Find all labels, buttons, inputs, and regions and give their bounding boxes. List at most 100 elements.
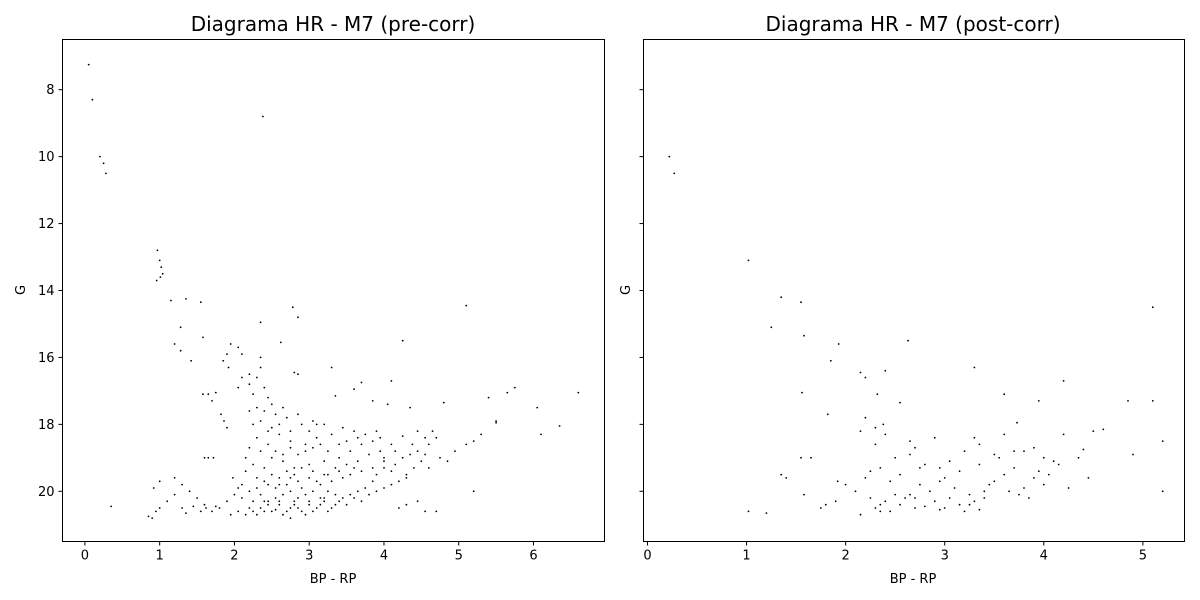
data-point [312, 470, 314, 473]
data-point [1028, 497, 1030, 499]
data-point [267, 396, 269, 399]
data-point [278, 500, 281, 503]
data-point [933, 500, 936, 503]
data-point [256, 436, 258, 439]
data-point [405, 473, 408, 476]
chart-title: Diagrama HR - M7 (post-corr) [765, 12, 1060, 36]
y-tick-label: 16 [38, 351, 55, 366]
data-point [929, 490, 931, 493]
data-point [356, 436, 359, 439]
data-point [158, 480, 161, 483]
x-axis-label: BP - RP [310, 572, 357, 587]
data-point [1003, 393, 1006, 396]
data-point [179, 349, 182, 352]
y-axis-label: G [619, 285, 634, 295]
data-point [110, 505, 112, 508]
data-point [487, 396, 490, 399]
y-tick-label: 14 [38, 284, 55, 299]
data-point [349, 473, 352, 476]
data-point [274, 508, 277, 511]
data-point [297, 497, 299, 499]
data-point [274, 413, 277, 416]
data-point [770, 326, 773, 329]
data-point [968, 503, 971, 506]
data-point [237, 487, 240, 489]
data-point [244, 470, 247, 473]
data-point [263, 467, 266, 469]
data-point [963, 450, 966, 452]
data-point [278, 503, 281, 506]
data-point [147, 515, 150, 518]
data-point [1008, 490, 1010, 493]
data-point [398, 507, 400, 509]
data-point [270, 403, 273, 406]
data-point [765, 512, 768, 514]
y-tick-label: 20 [38, 485, 55, 500]
data-point [454, 450, 456, 452]
data-point [155, 279, 158, 282]
plot-frame [62, 39, 605, 542]
data-point [319, 497, 322, 499]
data-point [973, 500, 976, 503]
data-point [1087, 477, 1090, 479]
data-point [300, 467, 303, 469]
data-point [267, 483, 269, 486]
data-point [248, 507, 251, 509]
data-point [252, 510, 255, 513]
data-point [278, 423, 281, 426]
data-point [211, 510, 213, 513]
data-point [383, 460, 385, 463]
data-point [202, 393, 204, 396]
data-point [889, 480, 892, 483]
data-point [435, 510, 438, 513]
data-point [869, 497, 872, 499]
data-point [170, 299, 172, 302]
data-point [390, 380, 393, 382]
data-point [747, 510, 750, 513]
data-point [938, 480, 941, 483]
data-point [1033, 477, 1035, 479]
data-point [371, 480, 374, 483]
data-point [820, 507, 822, 509]
data-point [188, 490, 191, 493]
data-point [304, 443, 307, 446]
data-point [1037, 400, 1040, 402]
data-point [248, 446, 251, 449]
data-point [308, 463, 311, 466]
data-point [938, 508, 941, 511]
data-point [241, 483, 243, 486]
data-point [394, 463, 397, 466]
data-point [312, 510, 314, 513]
data-point [889, 510, 892, 513]
data-point [864, 416, 867, 419]
data-point [282, 406, 284, 409]
data-point [179, 326, 182, 329]
data-point [229, 343, 232, 345]
data-point [416, 450, 419, 452]
data-point [248, 410, 251, 412]
data-point [345, 440, 348, 442]
data-point [304, 513, 307, 516]
data-point [203, 456, 206, 459]
x-tick-label: 4 [380, 549, 388, 564]
data-point [810, 456, 812, 459]
data-point [1092, 430, 1095, 432]
data-point [907, 339, 909, 342]
data-point [218, 507, 221, 509]
data-point [983, 490, 986, 493]
data-point [836, 480, 839, 483]
data-point [267, 503, 269, 506]
data-point [371, 400, 374, 402]
data-point [279, 341, 282, 344]
data-point [837, 343, 840, 345]
data-point [308, 477, 311, 479]
data-point [879, 467, 882, 469]
data-point [371, 440, 374, 442]
data-point [338, 500, 340, 503]
data-point [424, 510, 426, 513]
data-point [800, 456, 802, 459]
data-point [1132, 453, 1134, 456]
data-point [874, 507, 877, 509]
data-point [304, 493, 307, 496]
data-point [289, 490, 292, 493]
